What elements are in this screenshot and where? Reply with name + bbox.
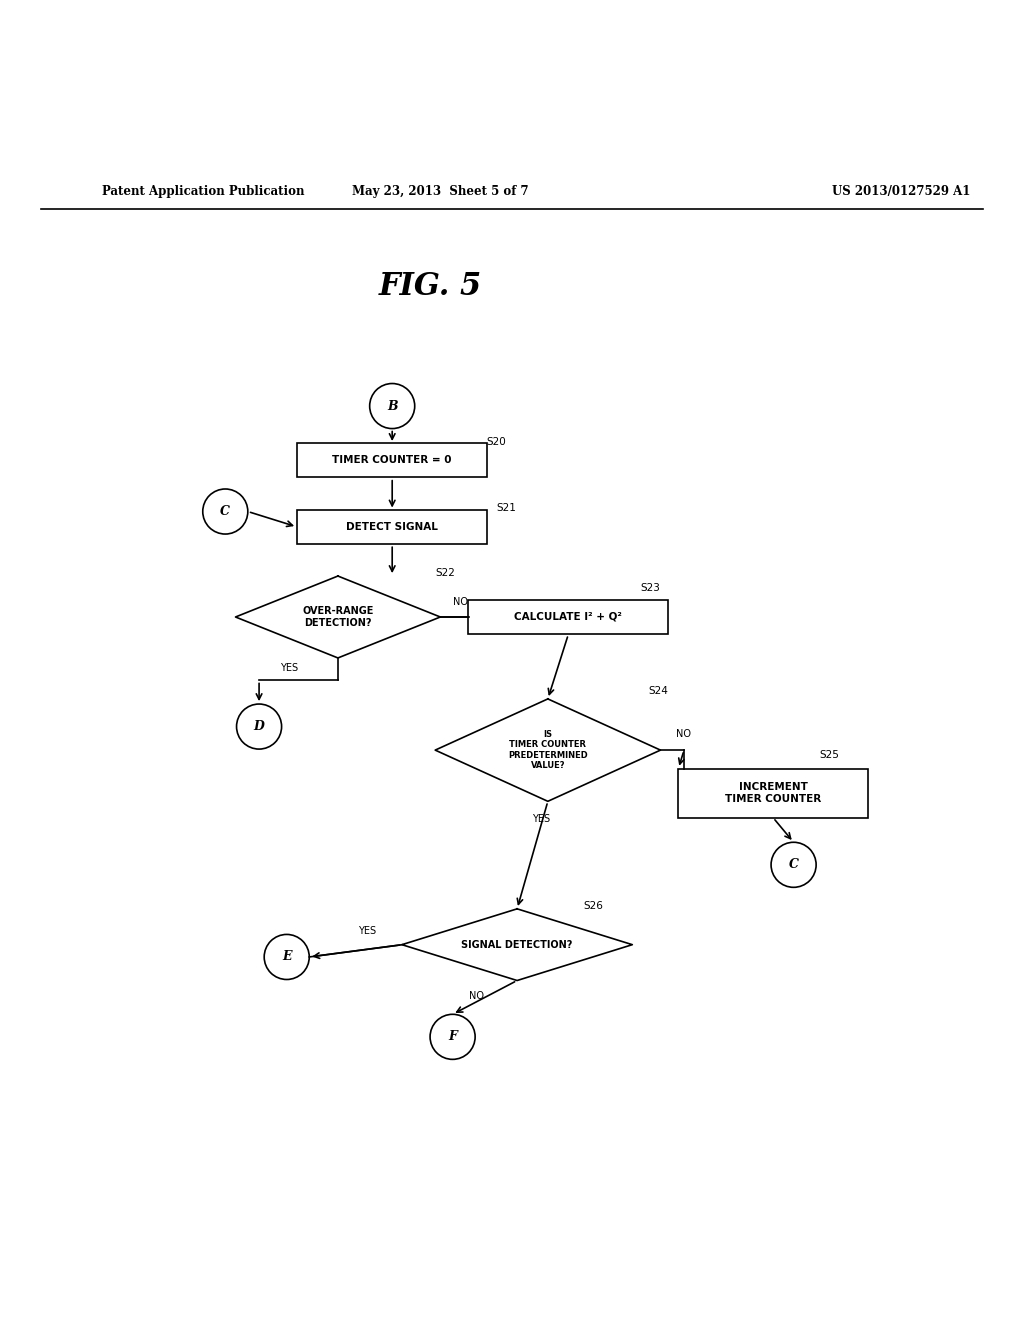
Text: NO: NO xyxy=(454,597,468,607)
FancyBboxPatch shape xyxy=(469,601,669,634)
Text: S21: S21 xyxy=(497,503,516,513)
Text: YES: YES xyxy=(357,927,376,936)
FancyBboxPatch shape xyxy=(678,768,867,817)
Text: OVER-RANGE
DETECTION?: OVER-RANGE DETECTION? xyxy=(302,606,374,628)
Text: C: C xyxy=(220,506,230,517)
Text: F: F xyxy=(449,1031,457,1043)
Text: YES: YES xyxy=(280,663,298,673)
Text: S26: S26 xyxy=(584,900,603,911)
Text: E: E xyxy=(282,950,292,964)
Text: FIG. 5: FIG. 5 xyxy=(379,271,481,302)
Text: CALCULATE I² + Q²: CALCULATE I² + Q² xyxy=(514,612,623,622)
Text: INCREMENT
TIMER COUNTER: INCREMENT TIMER COUNTER xyxy=(725,783,821,804)
Text: US 2013/0127529 A1: US 2013/0127529 A1 xyxy=(831,185,971,198)
FancyBboxPatch shape xyxy=(297,444,487,478)
Text: S23: S23 xyxy=(640,583,659,593)
Text: DETECT SIGNAL: DETECT SIGNAL xyxy=(346,521,438,532)
Text: B: B xyxy=(387,400,397,413)
Text: C: C xyxy=(788,858,799,871)
Text: NO: NO xyxy=(676,729,691,739)
FancyBboxPatch shape xyxy=(297,510,487,544)
Text: Patent Application Publication: Patent Application Publication xyxy=(102,185,305,198)
Text: YES: YES xyxy=(532,813,551,824)
Text: SIGNAL DETECTION?: SIGNAL DETECTION? xyxy=(462,940,572,949)
Text: TIMER COUNTER = 0: TIMER COUNTER = 0 xyxy=(333,455,452,466)
Text: D: D xyxy=(254,721,264,733)
Text: IS
TIMER COUNTER
PREDETERMINED
VALUE?: IS TIMER COUNTER PREDETERMINED VALUE? xyxy=(508,730,588,770)
Text: S20: S20 xyxy=(486,437,506,447)
Text: May 23, 2013  Sheet 5 of 7: May 23, 2013 Sheet 5 of 7 xyxy=(352,185,528,198)
Text: NO: NO xyxy=(469,991,484,1001)
Text: S22: S22 xyxy=(435,568,455,578)
Text: S24: S24 xyxy=(648,685,668,696)
Text: S25: S25 xyxy=(819,750,839,760)
